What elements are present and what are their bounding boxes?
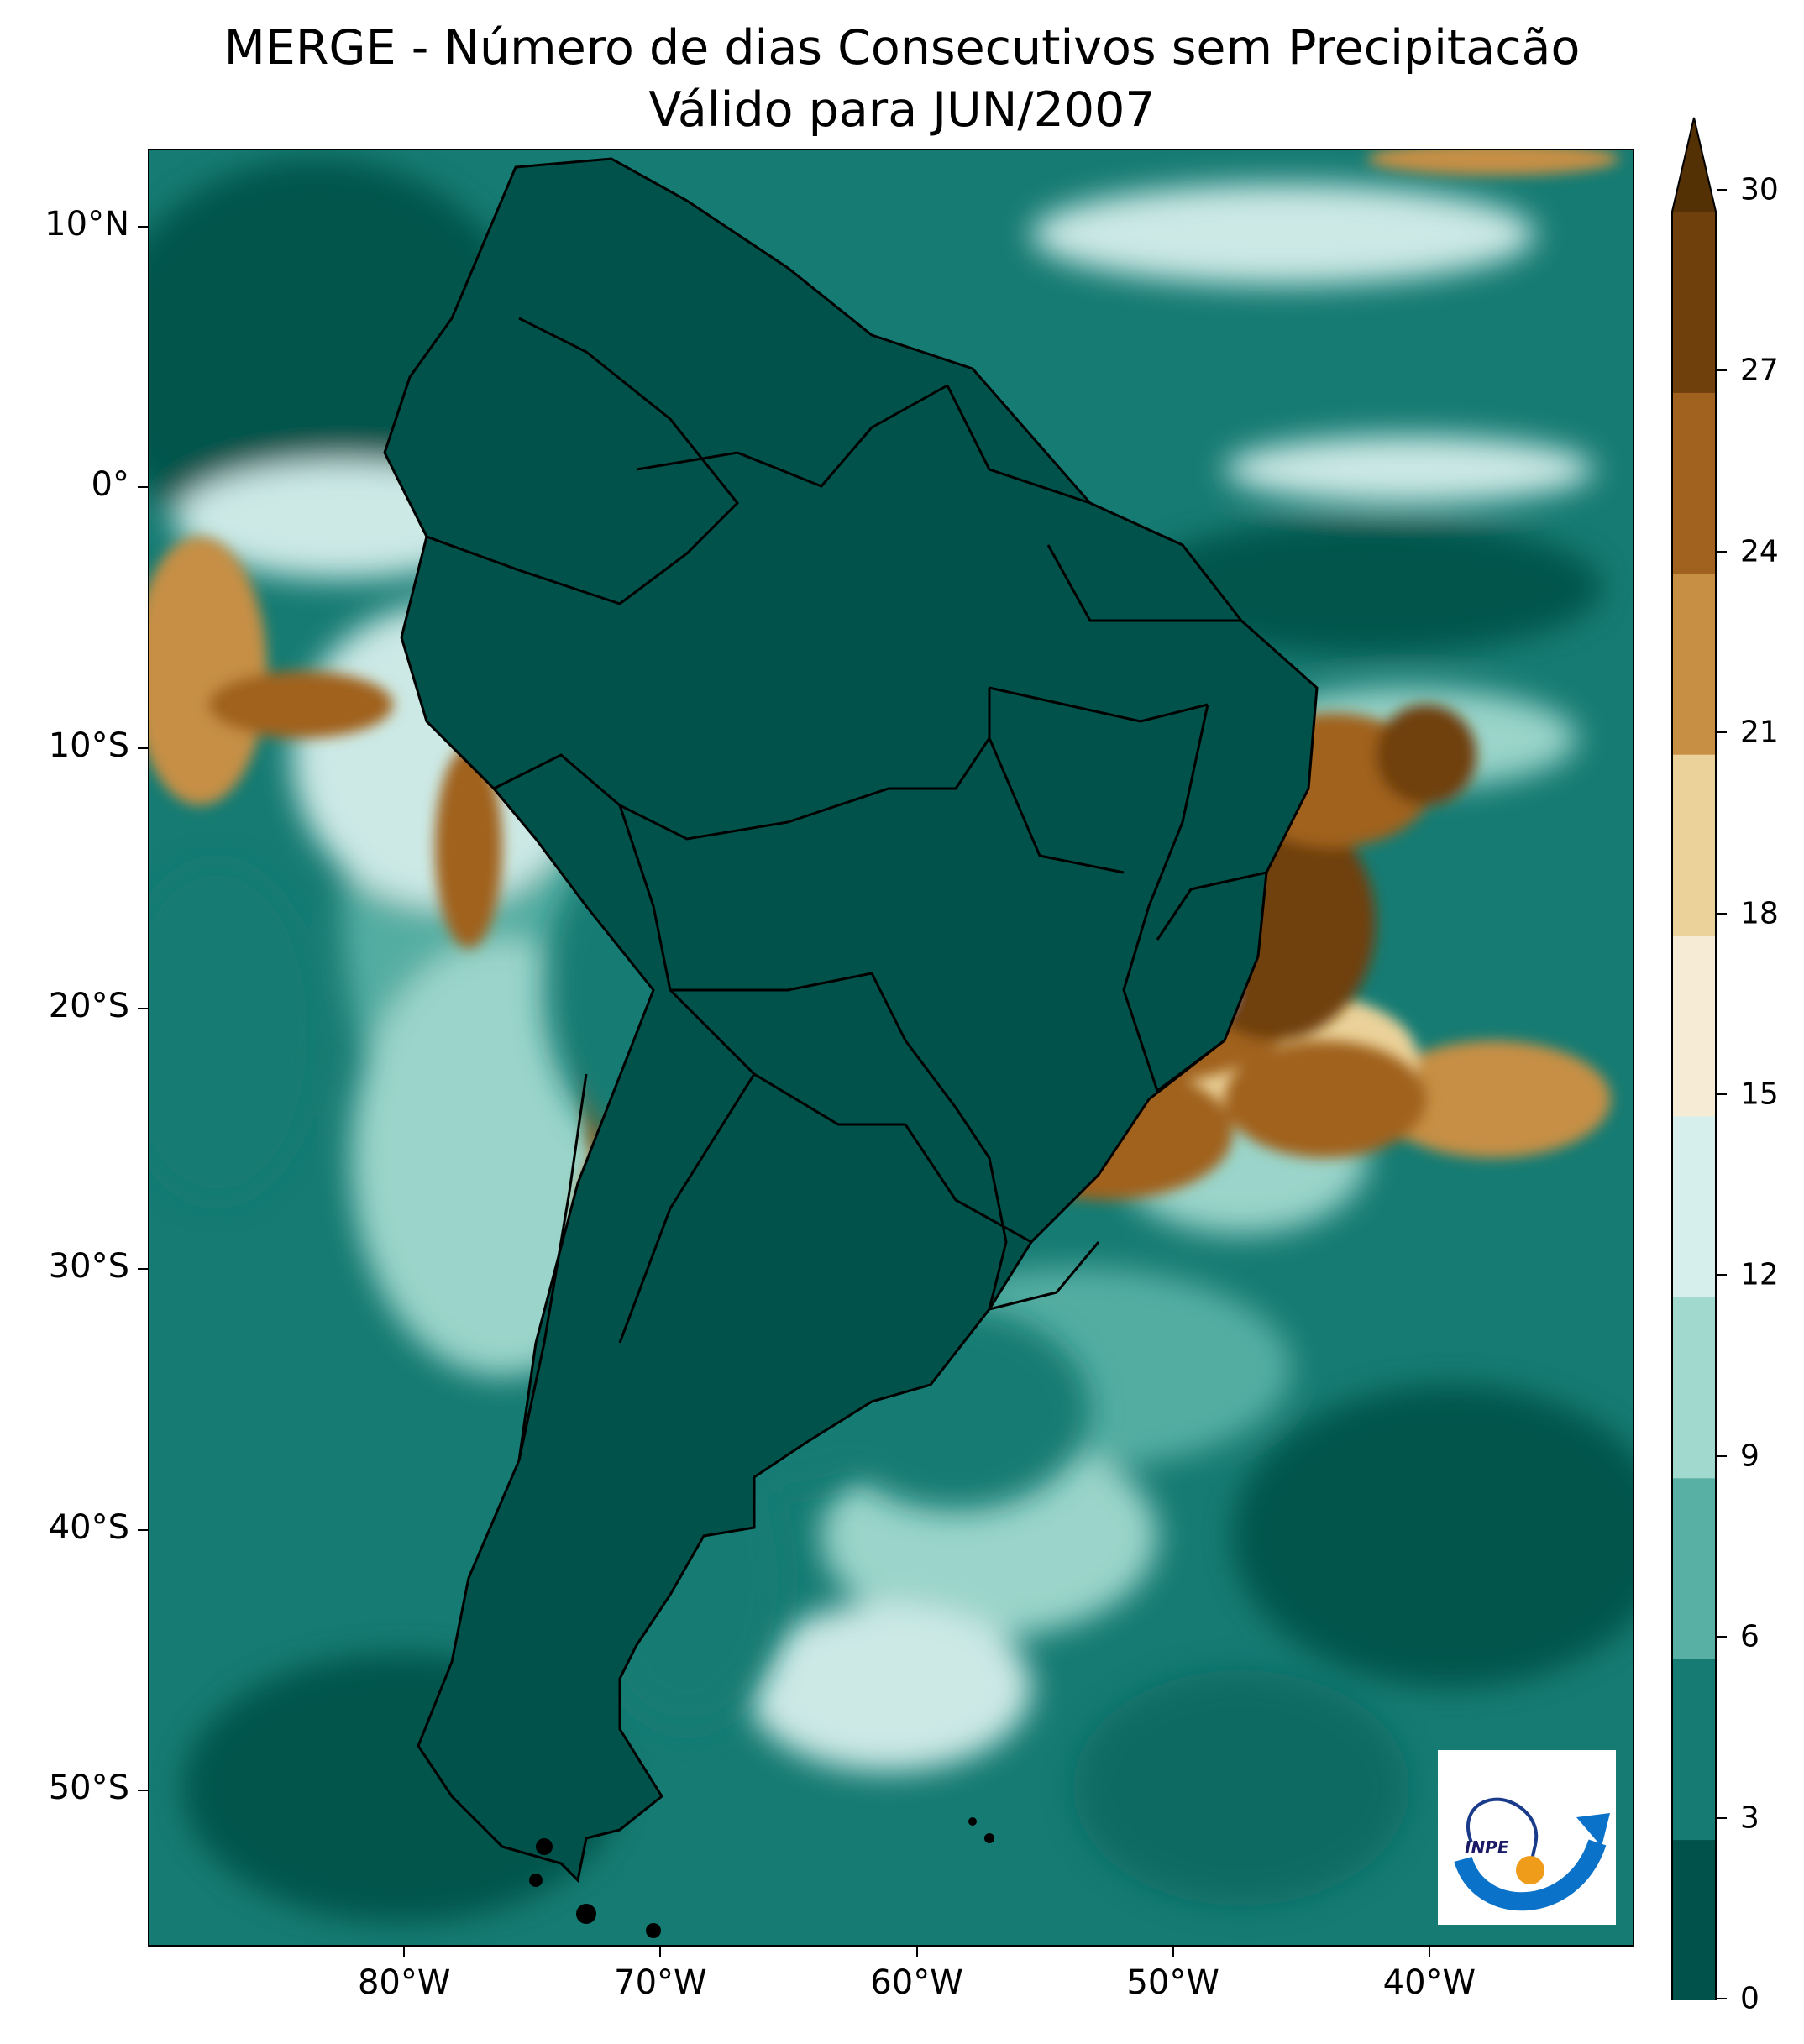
colorbar-tick	[1717, 1274, 1727, 1276]
lon-tick	[1428, 1947, 1430, 1957]
lat-tick-label: 50°S	[48, 1768, 129, 1807]
colorbar-label: 12	[1740, 1257, 1779, 1292]
lat-tick-label: 10°N	[45, 205, 129, 244]
colorbar-tick	[1717, 731, 1727, 734]
colorbar-segment	[1671, 212, 1717, 393]
logo-text: INPE	[1465, 1837, 1509, 1858]
map-subtitle: Válido para JUN/2007	[648, 82, 1156, 138]
colorbar-segment	[1671, 1477, 1717, 1659]
colorbar-label: 6	[1740, 1619, 1759, 1654]
colorbar-tick	[1717, 1093, 1727, 1095]
lon-tick-label: 80°W	[357, 1963, 451, 2002]
colorbar-label: 9	[1740, 1439, 1759, 1474]
colorbar-segment	[1671, 935, 1717, 1117]
colorbar-tick	[1717, 1816, 1727, 1819]
colorbar-tick	[1717, 912, 1727, 915]
lat-tick-label: 30°S	[48, 1247, 129, 1287]
lat-tick-label: 0°	[91, 465, 129, 505]
map-title: MERGE - Número de dias Consecutivos sem …	[223, 20, 1581, 76]
colorbar-label: 27	[1740, 353, 1779, 388]
colorbar-extend-arrow	[1671, 118, 1717, 212]
lon-tick	[915, 1947, 918, 1957]
lon-tick-label: 50°W	[1126, 1963, 1219, 2002]
colorbar-tick	[1717, 369, 1727, 372]
colorbar-segment	[1671, 1839, 1717, 2000]
colorbar-segment	[1671, 1116, 1717, 1297]
lat-tick-label: 10°S	[48, 726, 129, 765]
colorbar-label: 24	[1740, 534, 1779, 569]
lat-tick	[138, 1007, 148, 1009]
lon-tick	[403, 1947, 406, 1957]
inpe-logo: INPE	[1438, 1750, 1616, 1925]
colorbar-segment	[1671, 573, 1717, 755]
colorbar-tick	[1717, 1454, 1727, 1457]
colorbar-label: 0	[1740, 1981, 1759, 2016]
colorbar-outline	[1671, 117, 1717, 2000]
lat-tick	[138, 486, 148, 489]
lon-tick	[659, 1947, 662, 1957]
lon-tick	[1172, 1947, 1174, 1957]
lat-tick	[138, 1268, 148, 1271]
lat-tick	[138, 1789, 148, 1791]
colorbar-label: 3	[1740, 1800, 1759, 1836]
lat-tick	[138, 1528, 148, 1531]
colorbar-tick	[1717, 189, 1727, 191]
lon-tick-label: 60°W	[870, 1963, 963, 2002]
lat-tick	[138, 747, 148, 749]
lon-tick-label: 40°W	[1382, 1963, 1476, 2002]
colorbar-tick	[1717, 1636, 1727, 1638]
colorbar-segment	[1671, 1297, 1717, 1479]
colorbar-segment	[1671, 392, 1717, 574]
colorbar-segment	[1671, 1659, 1717, 1841]
colorbar-label: 30	[1740, 172, 1779, 207]
lon-tick-label: 70°W	[614, 1963, 707, 2002]
colorbar-tick	[1717, 550, 1727, 553]
colorbar	[1671, 117, 1717, 2000]
colorbar-tick	[1717, 1998, 1727, 1999]
map-area	[148, 149, 1634, 1947]
lat-tick	[138, 226, 148, 228]
colorbar-segment	[1671, 754, 1717, 936]
colorbar-label: 18	[1740, 896, 1779, 931]
lat-tick-label: 20°S	[48, 986, 129, 1025]
colorbar-label: 15	[1740, 1077, 1779, 1112]
lat-tick-label: 40°S	[48, 1507, 129, 1547]
colorbar-label: 21	[1740, 715, 1779, 750]
precipitation-map	[149, 150, 1633, 1945]
